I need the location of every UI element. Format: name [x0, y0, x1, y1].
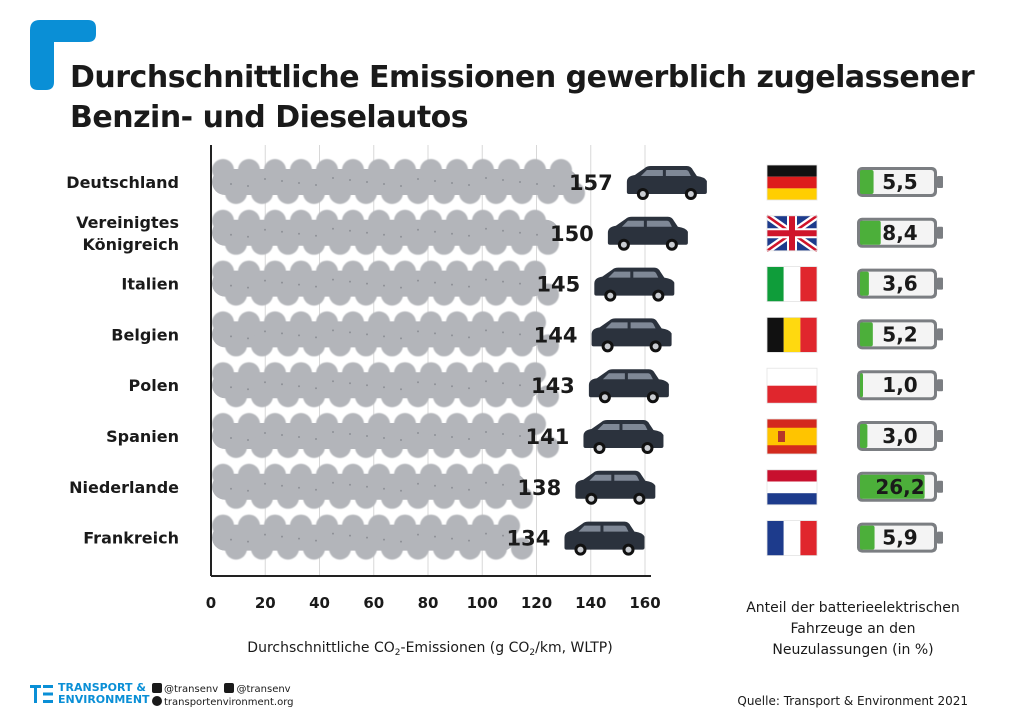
uk-flag: [764, 212, 820, 254]
battery-fill: [860, 220, 881, 245]
chart-title: Durchschnittliche Emissionen gewerblich …: [70, 60, 975, 135]
battery-share-label: 26,2: [875, 475, 924, 499]
smoke-bar: [212, 362, 559, 408]
value-label: 134: [507, 527, 551, 551]
battery-icon: 26,2: [857, 471, 943, 502]
battery-share-label: 5,2: [882, 322, 917, 346]
car-icon: [591, 318, 672, 353]
spain-flag: [766, 418, 818, 455]
battery-share-label: 5,9: [882, 526, 917, 550]
netherlands-flag: [766, 469, 818, 506]
value-label: 138: [517, 476, 561, 500]
battery-share-caption: Anteil der batterieelektrischen Fahrzeug…: [728, 598, 978, 661]
x-axis-label: Durchschnittliche CO2-Emissionen (g CO2/…: [247, 640, 613, 658]
battery-icon: 3,6: [857, 268, 943, 299]
te-logo: TRANSPORT & ENVIRONMENT: [30, 680, 150, 708]
org-name-line: TRANSPORT &: [58, 681, 146, 694]
battery-fill: [860, 271, 869, 296]
smoke-bar: [212, 413, 559, 458]
car-icon: [607, 216, 688, 251]
value-label: 145: [536, 273, 580, 297]
france-flag: [766, 520, 818, 556]
car-icon: [626, 166, 707, 200]
battery-fill: [860, 424, 868, 448]
social-links: @transenv @transenv transportenvironment…: [152, 683, 293, 709]
battery-share-label: 1,0: [882, 373, 917, 397]
battery-icon: 1,0: [857, 370, 943, 401]
category-label: Niederlande: [69, 478, 179, 497]
twitter-handle[interactable]: @transenv: [164, 684, 219, 695]
x-tick-label: 80: [418, 594, 439, 612]
battery-share-label: 8,4: [882, 221, 917, 245]
x-tick-label: 140: [575, 594, 606, 612]
smoke-bar: [212, 209, 559, 255]
category-label: Polen: [129, 376, 179, 395]
website-link[interactable]: transportenvironment.org: [164, 697, 294, 708]
car-icon: [583, 420, 664, 454]
value-label: 141: [526, 425, 570, 449]
battery-share-label: 5,5: [882, 170, 917, 194]
category-label: Spanien: [106, 427, 179, 446]
caption-line: Fahrzeuge an den: [790, 621, 916, 637]
battery-fill: [860, 474, 925, 499]
x-tick-label: 20: [255, 594, 276, 612]
battery-icon: 5,9: [857, 522, 943, 553]
car-icon: [588, 369, 669, 404]
belgium-flag: [766, 316, 818, 353]
category-label: Vereinigtes Königreich: [76, 213, 179, 254]
x-tick-label: 40: [309, 594, 330, 612]
car-icon: [594, 267, 675, 302]
caption-line: Neuzulassungen (in %): [772, 642, 934, 658]
twitter-icon: [152, 683, 162, 693]
x-tick-label: 100: [467, 594, 498, 612]
x-tick-label: 160: [629, 594, 660, 612]
battery-icon: 5,5: [857, 167, 943, 197]
battery-fill: [860, 525, 875, 550]
poland-flag: [766, 367, 818, 404]
category-label: Italien: [121, 275, 179, 294]
value-label: 143: [531, 374, 575, 398]
car-icon: [575, 470, 656, 505]
battery-fill: [860, 170, 874, 194]
category-label: Frankreich: [83, 529, 179, 548]
category-label: Belgien: [111, 325, 179, 344]
smoke-bar: [212, 463, 533, 509]
smoke-bar: [212, 260, 559, 306]
battery-share-label: 3,6: [882, 272, 917, 296]
globe-icon: [152, 696, 162, 706]
value-label: 157: [569, 171, 613, 195]
battery-share-label: 3,0: [882, 424, 917, 448]
source-note: Quelle: Transport & Environment 2021: [737, 694, 968, 708]
caption-line: Anteil der batterieelektrischen: [746, 600, 960, 616]
germany-flag: [766, 164, 818, 201]
brand-corner-logo: [30, 20, 96, 90]
car-icon: [564, 521, 645, 556]
facebook-handle[interactable]: @transenv: [236, 684, 291, 695]
te-mark-icon: [30, 685, 53, 703]
battery-fill: [860, 373, 863, 398]
category-label: Deutschland: [66, 173, 179, 192]
battery-icon: 8,4: [857, 217, 943, 248]
battery-icon: 5,2: [857, 319, 943, 350]
smoke-bar: [212, 159, 585, 204]
value-label: 144: [534, 323, 578, 347]
org-name-line: ENVIRONMENT: [58, 693, 150, 706]
x-tick-label: 0: [206, 594, 216, 612]
x-tick-label: 120: [521, 594, 552, 612]
x-tick-label: 60: [363, 594, 384, 612]
battery-fill: [860, 322, 873, 347]
battery-icon: 3,0: [857, 421, 943, 451]
smoke-bar: [212, 514, 533, 560]
facebook-icon: [224, 683, 235, 693]
italy-flag: [766, 266, 818, 303]
smoke-bar: [212, 311, 559, 357]
value-label: 150: [550, 222, 594, 246]
